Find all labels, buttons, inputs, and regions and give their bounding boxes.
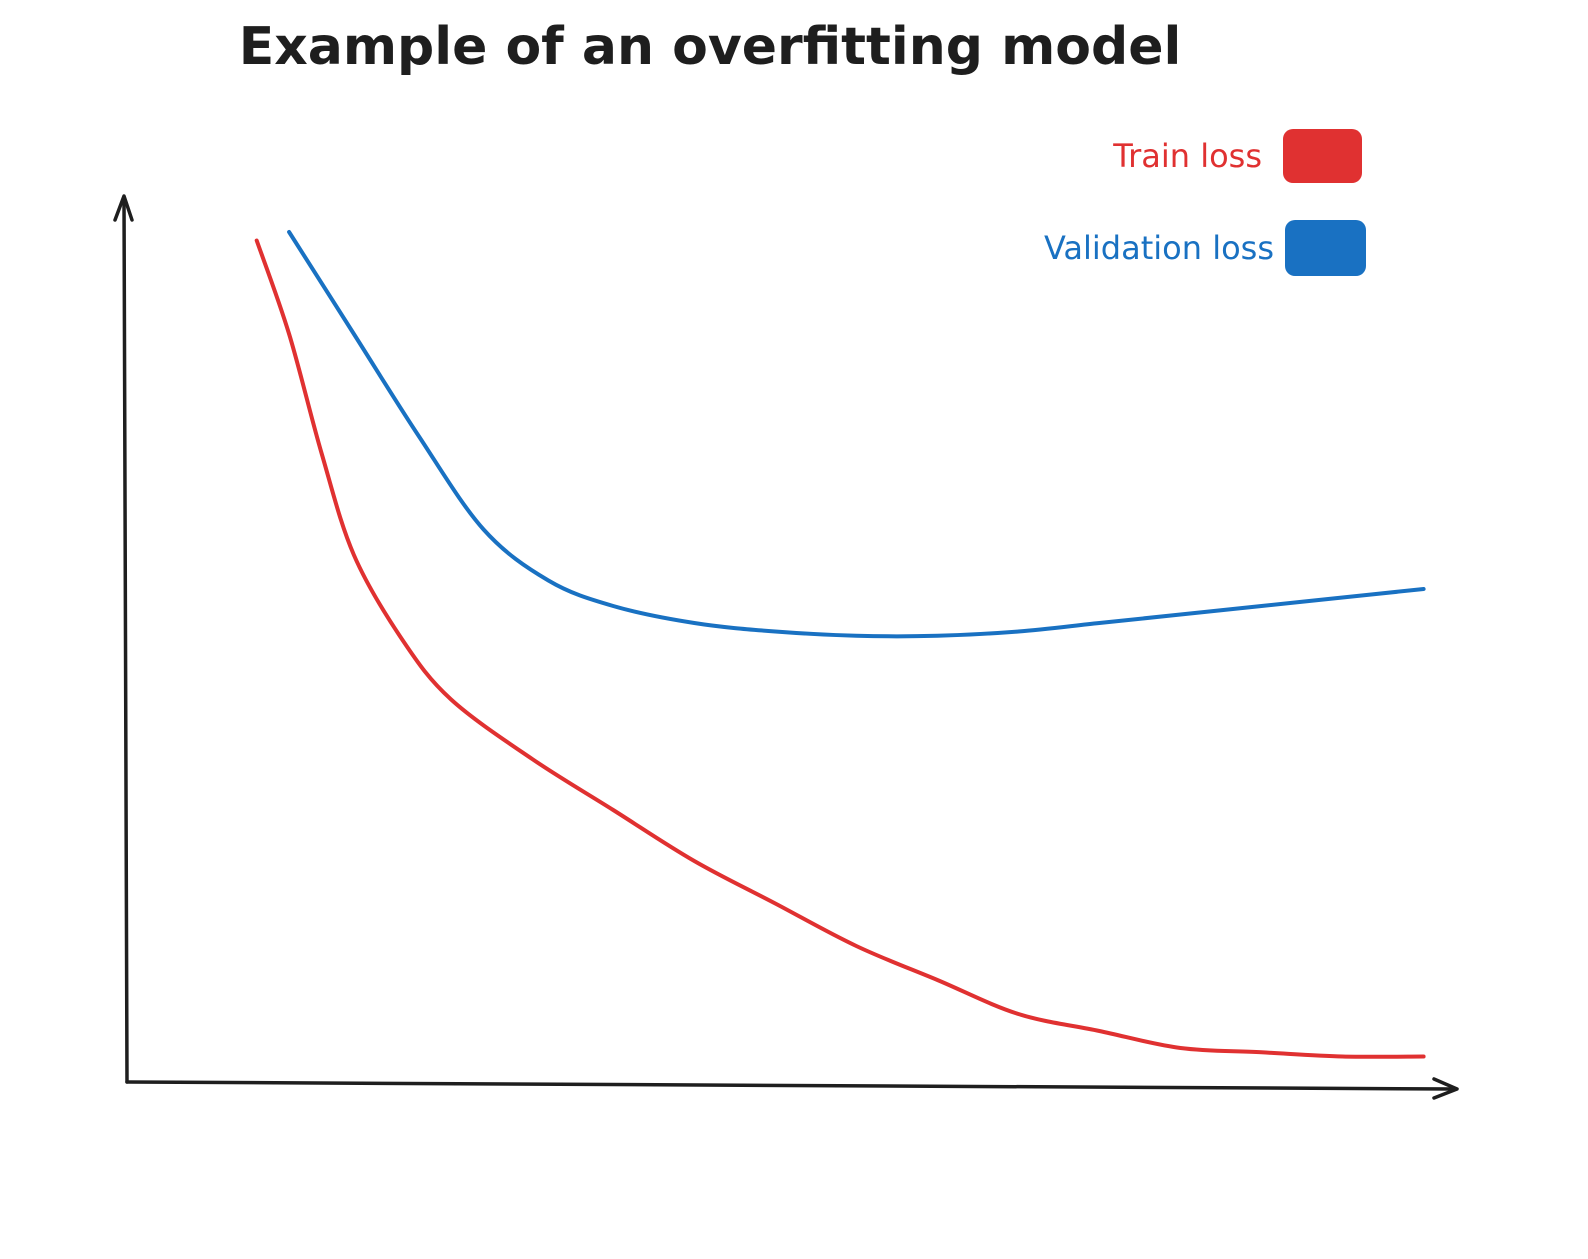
series-line-validation-loss <box>287 230 1426 639</box>
legend-swatch-train-loss <box>1283 129 1362 183</box>
legend-item-train-loss: Train loss <box>1112 129 1362 183</box>
legend-swatch-validation-loss <box>1285 220 1366 276</box>
series-group <box>254 230 1426 1059</box>
series-line-train-loss <box>254 238 1426 1059</box>
chart-title: Example of an overfitting model <box>239 17 1182 77</box>
legend-label-train-loss: Train loss <box>1112 137 1262 175</box>
legend: Train loss Validation loss <box>1044 129 1366 276</box>
x-axis <box>125 1080 1458 1091</box>
axes <box>113 194 1459 1100</box>
y-axis-arrow <box>113 194 134 222</box>
x-axis-arrow <box>1432 1077 1459 1100</box>
legend-item-validation-loss: Validation loss <box>1044 220 1366 276</box>
legend-label-validation-loss: Validation loss <box>1044 229 1274 267</box>
y-axis <box>122 196 129 1084</box>
